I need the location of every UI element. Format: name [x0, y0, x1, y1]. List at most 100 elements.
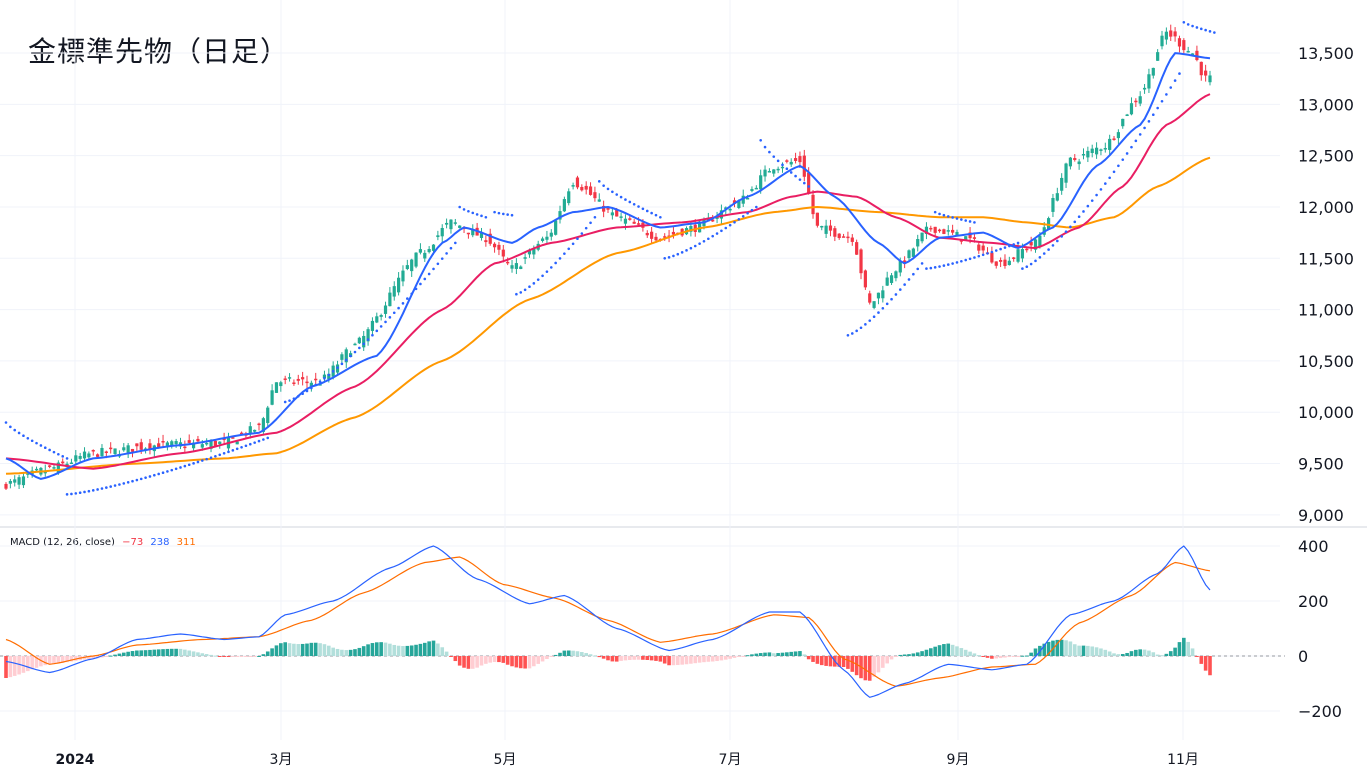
sar-dot [1086, 204, 1090, 208]
candle-body [196, 438, 200, 442]
sar-dot [174, 467, 178, 471]
macd-histogram-bar [65, 656, 69, 663]
candle-body [741, 195, 745, 204]
macd-histogram-bar [252, 656, 257, 657]
candle-body [828, 225, 833, 231]
sar-dot [222, 452, 226, 455]
sar-dot [440, 257, 444, 260]
macd-histogram-bar [183, 649, 187, 656]
sar-dot [933, 266, 937, 269]
chart-title: 金標準先物（日足） [28, 35, 290, 68]
candle-body [859, 249, 863, 274]
candle-body [109, 447, 113, 450]
sar-dot [292, 397, 296, 400]
macd-histogram-bar [1120, 654, 1125, 656]
y-tick-label: 9,000 [1298, 506, 1344, 525]
candle-body [314, 378, 318, 381]
sar-dot [641, 207, 645, 211]
candle-body [1147, 74, 1151, 89]
candle-body [34, 468, 39, 471]
sar-dot [262, 438, 265, 441]
sar-dot [864, 323, 867, 326]
candle-body [261, 418, 265, 432]
macd-histogram-bar [649, 656, 654, 661]
sar-dot [1182, 20, 1186, 24]
sar-dot [392, 311, 396, 315]
sar-dot [240, 445, 243, 449]
macd-histogram-bar [348, 649, 353, 656]
sar-dot [523, 288, 527, 292]
macd-histogram-bar [418, 643, 423, 656]
candle-body [999, 259, 1003, 262]
sar-dot [1213, 31, 1216, 34]
sar-dot [1195, 26, 1199, 29]
macd-histogram-bar [1147, 650, 1151, 656]
sma-fast-line [5, 52, 1211, 480]
candle-body [52, 467, 56, 469]
candle-body [1086, 150, 1090, 158]
macd-histogram-bar [976, 655, 981, 657]
candle-body [423, 252, 427, 259]
candle-body [8, 480, 12, 484]
sar-dot [65, 493, 69, 496]
macd-histogram-bar [1094, 647, 1099, 656]
sar-dot [877, 311, 880, 314]
macd-histogram-bar [217, 656, 222, 657]
macd-histogram-bar [881, 656, 885, 668]
candle-body [737, 200, 741, 208]
candle-body [410, 259, 414, 272]
macd-histogram-bar [335, 648, 340, 656]
candle-body [1173, 31, 1177, 37]
sar-dot [231, 449, 235, 452]
sar-dot [881, 307, 885, 310]
sar-dot [597, 180, 601, 183]
sar-dot [1208, 30, 1212, 33]
macd-histogram-bar [1195, 656, 1199, 657]
sar-dot [650, 211, 653, 215]
macd-histogram-bar [929, 648, 933, 656]
sar-dot [153, 473, 156, 477]
sar-dot [693, 244, 697, 248]
sar-dot [301, 392, 304, 396]
sar-dot [558, 257, 562, 260]
sar-dot [885, 302, 889, 306]
macd-line-value: 238 [150, 537, 170, 548]
macd-histogram-bar [959, 648, 964, 656]
x-tick-label: 5月 [494, 752, 517, 768]
candle-body [431, 244, 436, 251]
candle-body [100, 447, 104, 457]
sar-dot [78, 491, 82, 495]
sar-dot [615, 193, 619, 196]
candle-body [1094, 147, 1099, 155]
candle-body [401, 270, 405, 282]
macd-histogram-bar [562, 650, 567, 656]
candle-body [113, 448, 117, 455]
macd-histogram-bar [292, 643, 296, 656]
sar-dot [109, 485, 112, 488]
sar-dot [323, 377, 326, 380]
candle-body [523, 257, 527, 259]
sar-dot [419, 282, 422, 286]
candle-body [1164, 31, 1168, 40]
sar-dot [794, 174, 797, 178]
candle-body [427, 249, 431, 253]
sar-dot [493, 210, 496, 214]
candle-body [820, 225, 824, 228]
sar-dot [1191, 24, 1194, 28]
sar-dot [1169, 86, 1173, 89]
sar-dot [1138, 133, 1142, 136]
sar-dot [872, 315, 876, 319]
candle-body [916, 239, 920, 247]
candle-body [218, 441, 222, 445]
macd-histogram-bar [776, 653, 780, 656]
candle-body [157, 443, 161, 449]
candle-body [855, 242, 859, 255]
sar-dot [205, 457, 208, 461]
candle-body [846, 236, 850, 239]
macd-histogram-bar [793, 651, 798, 656]
candle-body [894, 271, 898, 279]
sar-dot [933, 210, 937, 214]
candle-body [205, 442, 209, 445]
macd-histogram-bar [850, 656, 855, 672]
